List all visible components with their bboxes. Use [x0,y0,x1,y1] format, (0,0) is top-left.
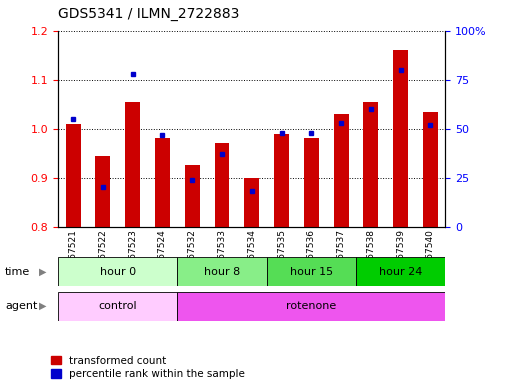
Text: hour 24: hour 24 [378,266,422,277]
Bar [333,114,348,227]
Bar [355,257,444,286]
Bar [214,143,229,227]
Bar [303,139,318,227]
Text: hour 0: hour 0 [99,266,135,277]
Bar [66,124,80,227]
Bar [392,50,407,227]
Bar [155,139,170,227]
Bar [95,156,110,227]
Bar [266,257,355,286]
Text: rotenone: rotenone [286,301,336,311]
Legend: transformed count, percentile rank within the sample: transformed count, percentile rank withi… [50,356,245,379]
Bar [177,257,266,286]
Text: GDS5341 / ILMN_2722883: GDS5341 / ILMN_2722883 [58,7,239,21]
Bar [363,102,378,227]
Bar [274,134,288,227]
Text: agent: agent [5,301,37,311]
Text: hour 8: hour 8 [204,266,239,277]
Text: control: control [98,301,137,311]
Bar [58,292,177,321]
Bar [422,111,437,227]
Text: hour 15: hour 15 [289,266,332,277]
Bar [58,257,177,286]
Text: time: time [5,266,30,277]
Bar [177,292,444,321]
Bar [125,102,140,227]
Text: ▶: ▶ [39,301,46,311]
Text: ▶: ▶ [39,266,46,277]
Bar [184,166,199,227]
Bar [244,178,259,227]
